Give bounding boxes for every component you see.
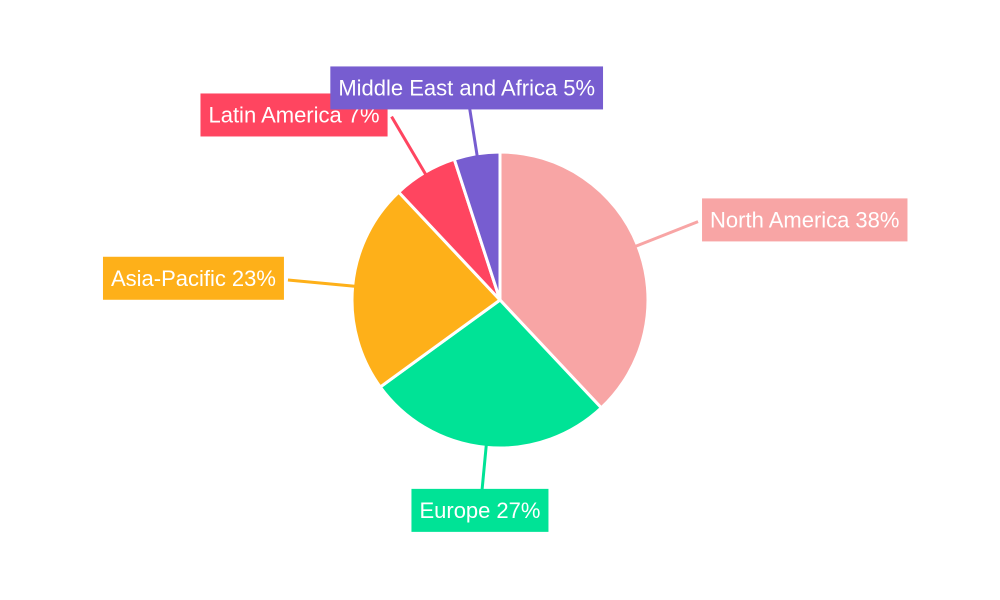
category-name: Europe [419, 498, 490, 523]
value-label: 38% [855, 207, 899, 232]
label-text: Middle East and Africa 5% [338, 75, 595, 100]
data-label: North America 38% [702, 198, 908, 242]
leader-line [390, 115, 427, 176]
label-text: North America 38% [710, 207, 899, 232]
label-box [702, 198, 908, 242]
category-name: North America [710, 207, 850, 232]
leader-line [635, 220, 699, 248]
label-box [411, 488, 549, 532]
data-label: Europe 27% [411, 488, 549, 532]
label-box [330, 66, 604, 110]
label-text: Asia-Pacific 23% [111, 266, 276, 291]
value-label: 5% [563, 75, 595, 100]
label-text: Europe 27% [419, 498, 540, 523]
data-label: Middle East and Africa 5% [330, 66, 604, 110]
label-box [102, 256, 284, 300]
category-name: Latin America [208, 102, 342, 127]
value-label: 23% [232, 266, 276, 291]
category-name: Middle East and Africa [338, 75, 558, 100]
category-name: Asia-Pacific [111, 266, 226, 291]
data-label: Asia-Pacific 23% [102, 256, 284, 300]
value-label: 27% [496, 498, 540, 523]
leader-line [287, 278, 355, 288]
